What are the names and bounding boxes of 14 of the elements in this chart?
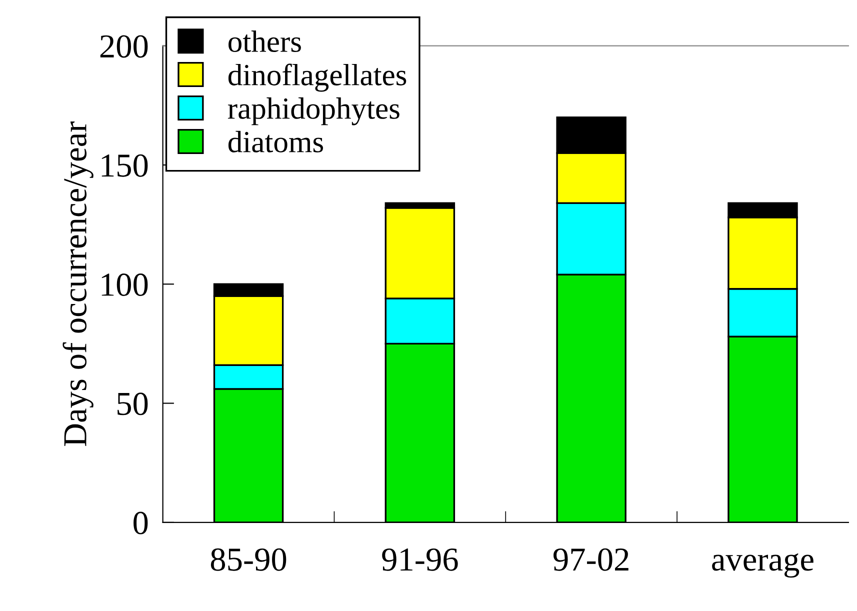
- x-tick-label: 91-96: [382, 548, 458, 571]
- legend-label: diatoms: [228, 130, 324, 152]
- y-tick-label: 150: [102, 154, 148, 177]
- x-tick-label: 97-02: [554, 548, 628, 571]
- y-tick-label: 100: [102, 274, 148, 296]
- legend-label: others: [228, 30, 301, 52]
- legend-label: dinoflagellates: [228, 64, 406, 92]
- y-tick-label: 50: [118, 392, 148, 416]
- x-tick-label: 85-90: [210, 548, 286, 571]
- y-axis-title: Days of occurrence/year: [62, 122, 94, 446]
- legend-label: raphidophytes: [228, 97, 400, 126]
- x-tick-label: average: [712, 553, 814, 578]
- y-tick-label: 0: [134, 512, 148, 534]
- y-tick-label: 200: [100, 35, 148, 58]
